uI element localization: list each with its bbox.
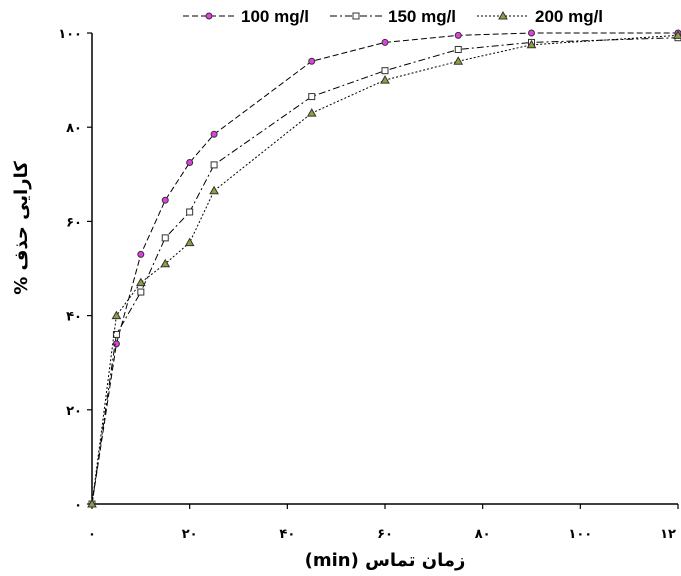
data-point	[135, 277, 146, 287]
y-tick-label: ۰	[74, 498, 82, 513]
y-tick-label: ۴۰	[66, 310, 82, 325]
data-point	[186, 208, 194, 216]
legend-item: 150 mg/l	[330, 7, 456, 26]
data-point	[210, 161, 218, 169]
series-1	[88, 34, 681, 508]
legend-marker	[498, 10, 508, 20]
data-point	[160, 258, 171, 268]
x-tick-label: ۶۰	[377, 527, 393, 542]
legend-marker	[352, 12, 360, 20]
data-point	[87, 498, 97, 508]
x-tick-label: ۱۲	[660, 527, 676, 542]
series-2	[87, 30, 681, 508]
data-point	[308, 93, 316, 101]
legend-label: 150 mg/l	[388, 7, 456, 26]
data-point	[137, 288, 145, 296]
data-point	[526, 39, 537, 49]
data-point	[137, 250, 145, 258]
x-tick-label: ۴۰	[279, 527, 295, 542]
y-axis-title: کارایی حذف %	[11, 161, 32, 295]
data-point	[184, 237, 195, 247]
legend: 100 mg/l 150 mg/l 200 mg/l	[183, 7, 603, 26]
data-point	[112, 330, 120, 338]
data-point	[528, 29, 535, 37]
data-point	[673, 30, 681, 39]
data-point	[210, 130, 218, 138]
y-tick-label: ۶۰	[66, 215, 82, 230]
data-point	[453, 56, 464, 65]
series-line	[91, 37, 679, 505]
y-tick-label: ۱۰۰	[58, 27, 82, 42]
x-axis-title: زمان تماس (min)	[305, 550, 466, 571]
legend-label: 100 mg/l	[241, 7, 309, 26]
series-layer	[87, 29, 681, 508]
data-point	[454, 45, 462, 53]
y-axis-ticks: ۰ ۲۰ ۴۰ ۶۰ ۸۰ ۱۰۰	[58, 27, 92, 513]
data-point	[112, 340, 120, 348]
legend-item: 100 mg/l	[183, 7, 309, 26]
data-point	[161, 234, 169, 242]
data-point	[380, 75, 390, 84]
x-tick-label: ۲۰	[182, 527, 198, 542]
data-point	[381, 67, 389, 75]
series-0	[88, 29, 681, 508]
data-point	[111, 310, 122, 320]
data-point	[308, 57, 316, 65]
data-point	[306, 108, 317, 117]
x-tick-label: ۰	[88, 527, 96, 542]
legend-marker	[205, 12, 213, 20]
axes	[91, 33, 678, 505]
data-point	[161, 196, 169, 204]
y-tick-label: ۲۰	[66, 404, 82, 419]
y-tick-label: ۸۰	[66, 121, 82, 136]
legend-label: 200 mg/l	[535, 7, 603, 26]
x-axis-ticks: ۰ ۲۰ ۴۰ ۶۰ ۸۰ ۱۰۰ ۱۲	[88, 504, 679, 542]
x-tick-label: ۸۰	[475, 527, 491, 542]
data-point	[209, 185, 219, 195]
data-point	[454, 31, 462, 39]
x-tick-label: ۱۰۰	[568, 527, 592, 542]
series-line	[91, 34, 679, 505]
series-line	[91, 32, 678, 505]
data-point	[186, 159, 194, 167]
legend-item: 200 mg/l	[477, 7, 603, 26]
data-point	[381, 38, 389, 46]
